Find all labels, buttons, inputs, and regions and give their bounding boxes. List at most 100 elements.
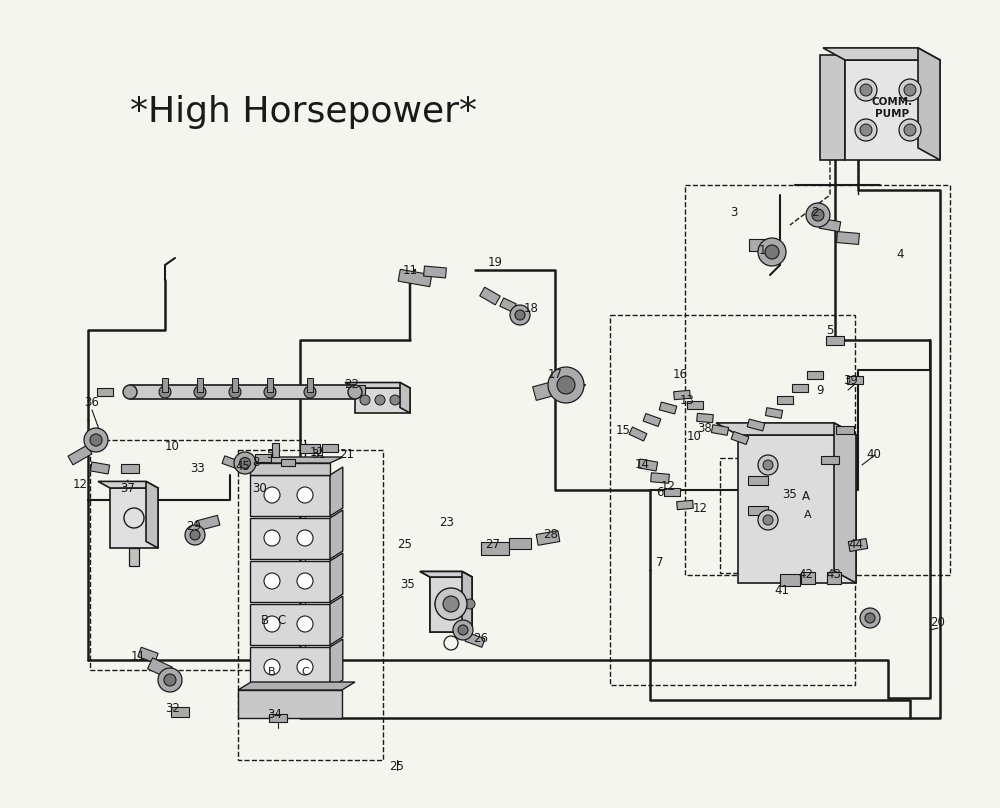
Text: 34: 34 [268,709,282,722]
Text: A: A [804,510,812,520]
Polygon shape [68,445,92,465]
Polygon shape [420,571,472,577]
Polygon shape [238,682,355,690]
Polygon shape [197,388,213,396]
Polygon shape [300,444,320,452]
Text: 32: 32 [166,701,180,714]
Circle shape [899,119,921,141]
Polygon shape [255,454,271,462]
Text: 1: 1 [758,243,766,256]
Circle shape [904,84,916,96]
Text: 14: 14 [635,458,650,472]
Circle shape [297,616,313,632]
Polygon shape [98,482,158,488]
Text: 37: 37 [121,482,135,494]
Circle shape [758,238,786,266]
Circle shape [812,209,824,221]
Circle shape [763,460,773,470]
Polygon shape [97,388,113,396]
Bar [250,561,330,602]
Text: 6: 6 [656,486,664,499]
Bar [130,385,355,399]
Text: 8: 8 [252,456,260,469]
Text: A: A [802,490,810,503]
Polygon shape [398,269,432,287]
Text: 16: 16 [672,368,688,381]
Circle shape [360,395,370,405]
Text: 9: 9 [816,384,824,397]
Bar [250,475,330,516]
Circle shape [304,386,316,398]
Text: 38: 38 [698,422,712,435]
Text: 4: 4 [896,249,904,262]
Text: 23: 23 [440,516,454,529]
Polygon shape [716,423,856,435]
Polygon shape [480,287,500,305]
Text: 11: 11 [402,263,418,276]
Polygon shape [823,48,940,60]
Circle shape [450,599,460,609]
Polygon shape [765,408,783,419]
Text: 28: 28 [544,528,558,541]
Bar [162,378,168,392]
Text: 12: 12 [72,478,88,491]
Circle shape [123,385,137,399]
Text: 20: 20 [931,617,945,629]
Polygon shape [747,419,765,431]
Polygon shape [659,402,677,414]
Polygon shape [826,335,844,344]
Circle shape [375,395,385,405]
Text: 19: 19 [488,255,503,268]
Circle shape [84,428,108,452]
Polygon shape [146,482,158,548]
Circle shape [164,674,176,686]
Circle shape [763,515,773,525]
Text: 2: 2 [811,205,819,218]
Polygon shape [918,48,940,160]
Polygon shape [664,488,680,496]
Text: 45: 45 [236,461,250,473]
Polygon shape [330,639,343,688]
Text: 35: 35 [401,578,415,591]
Circle shape [899,79,921,101]
Polygon shape [836,426,854,434]
Polygon shape [697,414,713,423]
Polygon shape [848,538,868,552]
Bar [685,185,950,575]
Text: 42: 42 [798,569,814,582]
Polygon shape [424,266,446,278]
Polygon shape [345,382,410,388]
Circle shape [860,608,880,628]
Polygon shape [792,384,808,392]
Text: 33: 33 [191,461,205,474]
Circle shape [765,245,779,259]
Polygon shape [777,396,793,404]
Circle shape [159,386,171,398]
Polygon shape [330,510,343,559]
Circle shape [510,305,530,325]
Polygon shape [343,385,365,395]
Polygon shape [801,572,815,584]
Circle shape [465,599,475,609]
Bar [250,463,330,475]
Bar [238,450,383,760]
Text: 44: 44 [848,538,864,552]
Text: 12: 12 [692,503,708,516]
Bar [197,378,203,392]
Bar [267,378,273,392]
Text: 29: 29 [186,520,202,532]
Text: 15: 15 [616,423,630,436]
Polygon shape [731,431,749,444]
Polygon shape [509,537,531,549]
Polygon shape [269,714,287,722]
Polygon shape [847,376,863,384]
Polygon shape [819,218,841,232]
Polygon shape [500,298,516,312]
Circle shape [264,616,280,632]
Circle shape [297,530,313,546]
Polygon shape [629,427,647,441]
Polygon shape [465,633,485,647]
Bar [129,548,139,566]
Circle shape [297,659,313,675]
Bar [250,604,330,645]
